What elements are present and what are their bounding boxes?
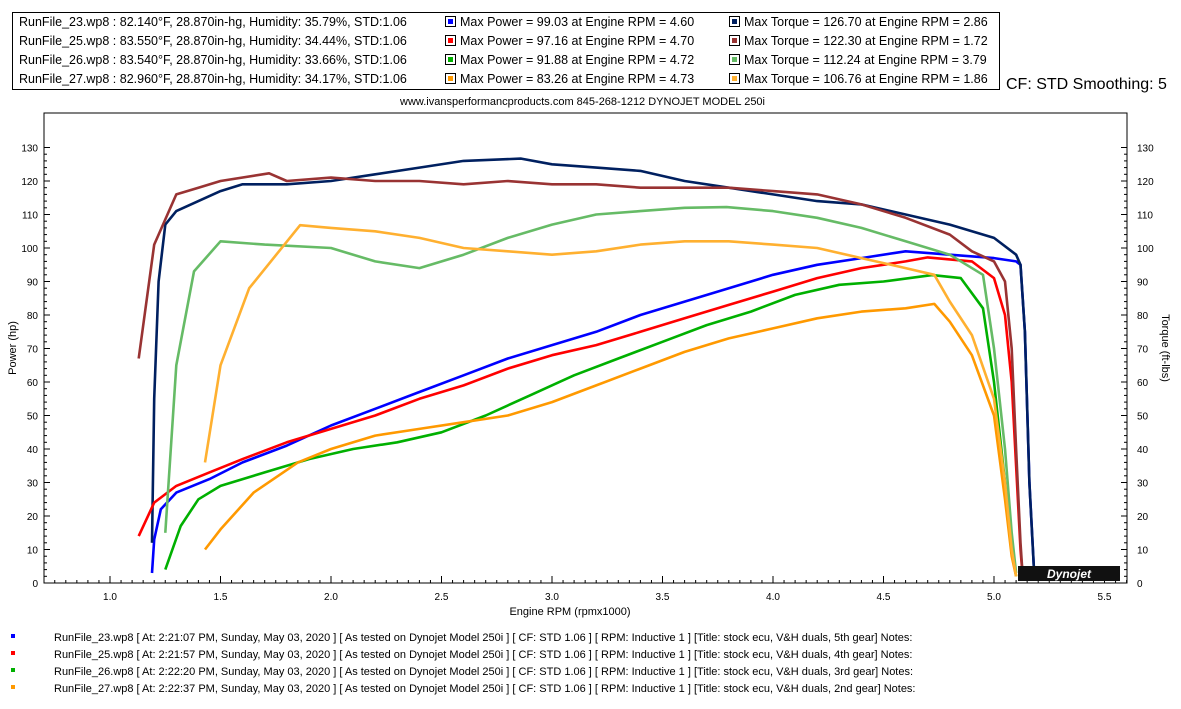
run-note: RunFile_23.wp8 [ At: 2:21:07 PM, Sunday,…: [54, 632, 913, 644]
torque-swatch: [729, 73, 740, 84]
x-tick-label: 2.5: [435, 592, 449, 603]
run-note: RunFile_25.wp8 [ At: 2:21:57 PM, Sunday,…: [54, 649, 913, 661]
run-color-dot: [11, 651, 15, 655]
x-tick-label: 3.5: [656, 592, 670, 603]
run-color-dot: [11, 634, 15, 638]
legend-max-torque: Max Torque = 122.30 at Engine RPM = 1.72: [744, 34, 988, 48]
y2-tick-label: 110: [1137, 211, 1153, 222]
legend-run-info: RunFile_25.wp8 : 83.550°F, 28.870in-hg, …: [19, 34, 407, 48]
legend-row: RunFile_25.wp8 : 83.550°F, 28.870in-hg, …: [13, 32, 999, 51]
series-line-torque-8: [203, 223, 1018, 577]
y-tick-label: 20: [27, 512, 39, 523]
y2-tick-label: 20: [1137, 512, 1149, 523]
dynojet-logo: Dynojet: [1047, 567, 1092, 581]
legend-max-torque: Max Torque = 112.24 at Engine RPM = 3.79: [744, 53, 987, 67]
y-tick-label: 10: [27, 546, 39, 557]
series-line-torque-6: [164, 205, 1018, 574]
series-line-power-3: [137, 256, 1024, 577]
x-tick-label: 1.0: [103, 592, 117, 603]
x-tick-label: 5.5: [1098, 592, 1112, 603]
logo-background: [1018, 566, 1120, 581]
x-tick-label: 3.0: [545, 592, 559, 603]
run-color-dot: [11, 668, 15, 672]
y2-tick-label: 40: [1137, 445, 1149, 456]
y-tick-label: 40: [27, 445, 39, 456]
y2-tick-label: 30: [1137, 479, 1149, 490]
y2-tick-label: 50: [1137, 412, 1149, 423]
y-axis-title: Power (hp): [7, 321, 19, 375]
series-line-torque-2: [150, 157, 1038, 577]
legend-max-power: Max Power = 99.03 at Engine RPM = 4.60: [460, 15, 695, 29]
power-swatch: [445, 35, 456, 46]
legend-max-torque: Max Torque = 126.70 at Engine RPM = 2.86: [744, 15, 988, 29]
y2-tick-label: 100: [1137, 244, 1154, 255]
torque-swatch: [729, 35, 740, 46]
y-tick-label: 50: [27, 412, 39, 423]
y-tick-label: 0: [32, 579, 38, 590]
run-color-dot: [11, 685, 15, 689]
y-tick-label: 100: [21, 244, 38, 255]
x-tick-label: 5.0: [987, 592, 1001, 603]
series-line-power-7: [203, 302, 1018, 577]
y-tick-label: 80: [27, 311, 39, 322]
series-line-torque-4: [137, 172, 1024, 577]
power-swatch: [445, 16, 456, 27]
y2-axis-title: Torque (ft-lbs): [1159, 314, 1171, 382]
y-tick-label: 130: [21, 144, 38, 155]
y2-tick-label: 90: [1137, 278, 1149, 289]
legend-row: RunFile_27.wp8 : 82.960°F, 28.870in-hg, …: [13, 70, 999, 89]
power-swatch: [445, 73, 456, 84]
legend-max-power: Max Power = 83.26 at Engine RPM = 4.73: [460, 72, 695, 86]
y2-tick-label: 120: [1137, 177, 1154, 188]
chart-subtitle: www.ivansperformancproducts.com 845-268-…: [400, 96, 765, 108]
y-tick-label: 90: [27, 278, 39, 289]
x-tick-label: 4.5: [877, 592, 891, 603]
y-tick-label: 30: [27, 479, 39, 490]
series-line-power-1: [150, 250, 1038, 577]
y2-tick-label: 10: [1137, 546, 1149, 557]
y-tick-label: 60: [27, 378, 39, 389]
y-tick-label: 120: [21, 177, 38, 188]
x-axis-title: Engine RPM (rpmx1000): [509, 606, 630, 618]
torque-swatch: [729, 54, 740, 65]
y2-tick-label: 0: [1137, 579, 1143, 590]
legend-max-torque: Max Torque = 106.76 at Engine RPM = 1.86: [744, 72, 988, 86]
legend-row: RunFile_26.wp8 : 83.540°F, 28.870in-hg, …: [13, 51, 999, 70]
y-tick-label: 110: [22, 211, 38, 222]
legend-row: RunFile_23.wp8 : 82.140°F, 28.870in-hg, …: [13, 13, 999, 32]
correction-factor-note: CF: STD Smoothing: 5: [1006, 76, 1167, 93]
x-tick-label: 2.0: [324, 592, 338, 603]
torque-swatch: [729, 16, 740, 27]
series-line-power-5: [164, 273, 1018, 577]
legend-run-info: RunFile_27.wp8 : 82.960°F, 28.870in-hg, …: [19, 72, 407, 86]
legend-run-info: RunFile_23.wp8 : 82.140°F, 28.870in-hg, …: [19, 15, 407, 29]
legend-box: RunFile_23.wp8 : 82.140°F, 28.870in-hg, …: [12, 12, 1000, 90]
power-swatch: [445, 54, 456, 65]
y2-tick-label: 130: [1137, 144, 1154, 155]
y2-tick-label: 80: [1137, 311, 1149, 322]
run-note: RunFile_27.wp8 [ At: 2:22:37 PM, Sunday,…: [54, 683, 916, 695]
legend-max-power: Max Power = 91.88 at Engine RPM = 4.72: [460, 53, 695, 67]
x-tick-label: 1.5: [214, 592, 228, 603]
x-tick-label: 4.0: [766, 592, 780, 603]
run-note: RunFile_26.wp8 [ At: 2:22:20 PM, Sunday,…: [54, 666, 914, 678]
legend-max-power: Max Power = 97.16 at Engine RPM = 4.70: [460, 34, 695, 48]
y2-tick-label: 60: [1137, 378, 1149, 389]
y-tick-label: 70: [27, 345, 39, 356]
y2-tick-label: 70: [1137, 345, 1149, 356]
legend-run-info: RunFile_26.wp8 : 83.540°F, 28.870in-hg, …: [19, 53, 407, 67]
